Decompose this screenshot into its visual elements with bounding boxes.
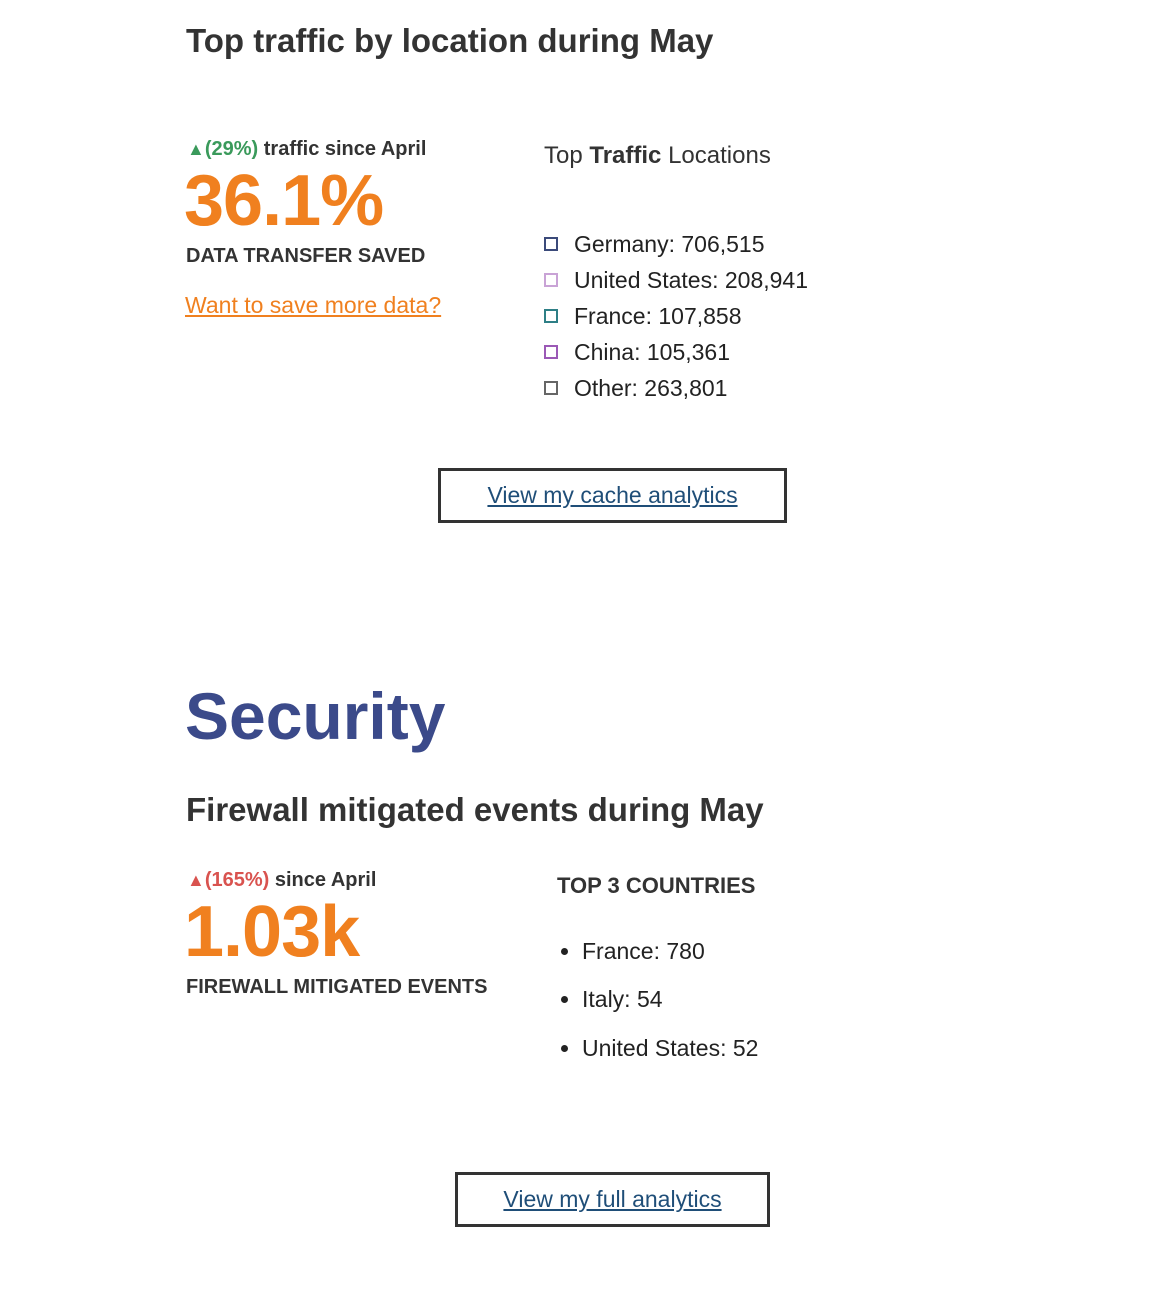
traffic-legend: Germany: 706,515 United States: 208,941 … [544, 231, 864, 421]
list-item: France: 780 [561, 938, 705, 965]
legend-swatch [544, 381, 558, 395]
up-arrow-icon: ▲ [187, 139, 205, 159]
firewall-change-percent: (165%) [204, 869, 270, 891]
legend-swatch [544, 237, 558, 251]
traffic-change-text: traffic since April [263, 138, 427, 160]
traffic-heading: Top traffic by location during May [186, 22, 714, 59]
legend-item: China: 105,361 [544, 339, 730, 365]
legend-item: Germany: 706,515 [544, 231, 765, 257]
list-item: United States: 52 [561, 1035, 758, 1062]
view-full-analytics-button[interactable]: View my full analytics [455, 1172, 770, 1227]
firewall-events-label: FIREWALL MITIGATED EVENTS [186, 976, 488, 998]
up-arrow-icon: ▲ [187, 870, 205, 890]
legend-swatch [544, 273, 558, 287]
firewall-events-value: 1.03k [184, 892, 360, 972]
legend-item: Other: 263,801 [544, 375, 727, 401]
legend-label: China: 105,361 [574, 338, 731, 365]
legend-title-bold: Traffic [589, 142, 662, 169]
legend-item: France: 107,858 [544, 303, 742, 329]
legend-label: Other: 263,801 [574, 374, 728, 401]
list-item: Italy: 54 [561, 986, 663, 1013]
bullet-icon [561, 1045, 568, 1052]
legend-title-prefix: Top [544, 142, 590, 169]
legend-title-suffix: Locations [661, 142, 771, 169]
view-cache-analytics-label: View my cache analytics [487, 482, 738, 508]
bullet-icon [561, 996, 568, 1003]
legend-label: United States: 208,941 [574, 266, 808, 293]
legend-label: Germany: 706,515 [574, 230, 765, 257]
firewall-change-line: ▲(165%) since April [187, 869, 376, 892]
legend-swatch [544, 345, 558, 359]
legend-title: Top Traffic Locations [544, 142, 771, 170]
traffic-change-percent: (29%) [204, 138, 259, 160]
bullet-icon [561, 948, 568, 955]
country-entry: France: 780 [582, 938, 705, 964]
legend-label: France: 107,858 [574, 302, 742, 329]
country-entry: Italy: 54 [582, 986, 663, 1012]
view-cache-analytics-button[interactable]: View my cache analytics [438, 468, 787, 523]
data-saved-label: DATA TRANSFER SAVED [186, 245, 426, 267]
security-title: Security [185, 679, 446, 753]
top-countries-list: France: 780 Italy: 54 United States: 52 [561, 938, 861, 1078]
firewall-heading: Firewall mitigated events during May [186, 791, 764, 828]
country-entry: United States: 52 [582, 1035, 759, 1061]
view-full-analytics-label: View my full analytics [503, 1186, 722, 1212]
firewall-change-text: since April [274, 869, 377, 891]
legend-swatch [544, 309, 558, 323]
save-more-data-link[interactable]: Want to save more data? [185, 292, 442, 318]
data-saved-value: 36.1% [184, 161, 384, 241]
legend-item: United States: 208,941 [544, 267, 808, 293]
traffic-change-line: ▲(29%) traffic since April [187, 138, 426, 161]
top-countries-title: TOP 3 COUNTRIES [557, 873, 756, 898]
